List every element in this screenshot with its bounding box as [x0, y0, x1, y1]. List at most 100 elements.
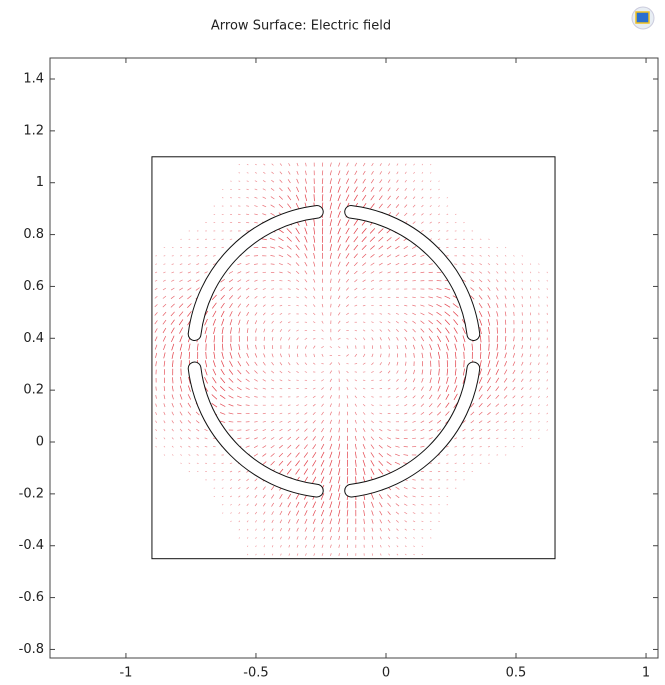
field-arrow	[428, 288, 433, 290]
field-arrow	[487, 287, 491, 291]
field-arrow	[245, 395, 250, 398]
field-arrow	[487, 295, 491, 300]
field-arrow	[278, 245, 284, 250]
field-arrow	[195, 287, 200, 291]
field-arrow	[387, 519, 391, 524]
field-arrow	[155, 437, 157, 440]
field-arrow	[404, 404, 408, 407]
field-arrow	[378, 460, 384, 466]
field-arrow	[396, 528, 399, 531]
field-arrow	[529, 337, 532, 341]
field-arrow	[345, 194, 350, 202]
field-arrow	[304, 296, 308, 299]
field-arrow	[395, 503, 400, 507]
field-arrow	[470, 428, 474, 432]
field-arrow	[371, 162, 374, 167]
field-arrow	[429, 213, 432, 216]
field-arrow	[304, 194, 308, 202]
field-arrow	[504, 311, 507, 317]
field-arrow	[295, 262, 300, 266]
field-arrow	[171, 420, 174, 424]
field-arrow	[346, 527, 349, 533]
field-arrow	[171, 445, 174, 448]
field-arrow	[254, 361, 258, 366]
field-arrow	[521, 429, 524, 431]
field-arrow	[287, 313, 291, 315]
field-arrow	[246, 188, 249, 191]
field-arrow	[370, 178, 375, 184]
field-arrow	[320, 476, 325, 484]
field-arrow	[187, 428, 191, 432]
icon-glyph[interactable]	[635, 11, 650, 24]
field-arrow	[155, 420, 157, 424]
field-arrow	[346, 354, 349, 357]
field-arrow	[304, 544, 307, 548]
field-arrow	[220, 360, 225, 368]
field-arrow	[428, 312, 434, 316]
field-arrow	[180, 445, 183, 448]
field-arrow	[321, 518, 324, 525]
field-arrow	[346, 535, 349, 540]
field-arrow	[321, 303, 324, 308]
field-arrow	[313, 304, 316, 308]
field-arrow	[444, 311, 451, 317]
field-arrow	[304, 227, 308, 235]
field-arrow	[329, 451, 333, 459]
field-arrow	[321, 194, 324, 202]
field-arrow	[529, 279, 532, 282]
app-icon[interactable]	[631, 6, 655, 30]
field-arrow	[229, 295, 233, 300]
field-arrow	[404, 163, 407, 166]
field-arrow	[362, 412, 366, 415]
field-arrow	[337, 178, 341, 185]
y-tick-label: 0.6	[23, 279, 44, 294]
field-arrow	[437, 230, 441, 232]
field-arrow	[429, 180, 432, 182]
field-arrow	[330, 553, 332, 556]
field-arrow	[271, 545, 274, 548]
field-arrow	[271, 502, 275, 507]
field-arrow	[271, 420, 275, 423]
field-arrow	[496, 246, 499, 249]
y-tick-label: 0.8	[23, 227, 44, 242]
field-arrow	[436, 428, 442, 432]
field-arrow	[287, 329, 291, 332]
field-arrow	[538, 271, 540, 274]
field-arrow	[321, 186, 324, 193]
field-arrow	[412, 263, 416, 266]
field-arrow	[271, 379, 275, 382]
field-arrow	[279, 179, 283, 183]
field-arrow	[220, 420, 226, 423]
field-arrow	[387, 494, 392, 499]
field-arrow	[288, 163, 291, 167]
field-arrow	[371, 544, 374, 548]
field-arrow	[245, 437, 250, 440]
field-arrow	[270, 486, 275, 491]
field-arrow	[428, 420, 433, 424]
field-arrow	[378, 254, 383, 258]
field-arrow	[546, 429, 548, 431]
field-arrow	[470, 402, 475, 408]
field-arrow	[246, 163, 249, 166]
field-arrow	[279, 436, 283, 440]
field-arrow	[154, 328, 158, 333]
field-arrow	[286, 236, 292, 242]
field-arrow	[354, 162, 358, 167]
field-arrow	[238, 327, 241, 334]
field-arrow	[386, 237, 392, 242]
field-arrow	[295, 227, 300, 235]
field-arrow	[387, 203, 392, 209]
field-arrow	[346, 321, 349, 324]
field-arrow	[445, 402, 450, 408]
field-arrow	[245, 361, 250, 366]
field-arrow	[313, 227, 316, 235]
field-arrow	[238, 520, 241, 523]
field-arrow	[487, 279, 491, 283]
field-arrow	[245, 287, 250, 291]
field-arrow	[329, 386, 332, 391]
field-arrow	[279, 321, 283, 324]
field-arrow	[521, 437, 524, 439]
field-arrow	[504, 246, 507, 249]
field-arrow	[204, 437, 208, 440]
field-arrow	[388, 553, 390, 556]
